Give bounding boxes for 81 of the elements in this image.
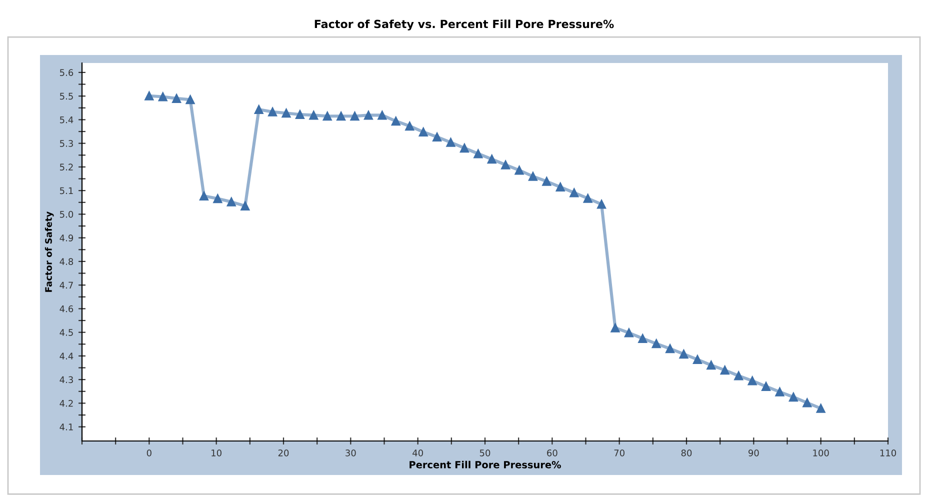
point xyxy=(309,110,318,120)
point xyxy=(748,376,757,386)
x-axis-title: Percent Fill Pore Pressure% xyxy=(410,460,561,468)
point xyxy=(652,339,661,348)
y-tick-label: 4.2 xyxy=(60,400,73,407)
y-axis-title: Factor of Safety xyxy=(44,212,54,292)
y-tick-label: 5.1 xyxy=(60,187,73,194)
point xyxy=(418,127,428,136)
point xyxy=(282,108,291,118)
point xyxy=(391,116,400,126)
point xyxy=(364,110,373,120)
point xyxy=(570,188,579,198)
point xyxy=(692,354,702,364)
x-tick-label: 0 xyxy=(146,449,152,456)
point xyxy=(432,132,442,142)
point xyxy=(378,110,387,120)
point xyxy=(144,91,154,100)
chart-title: Factor of Safety vs. Percent Fill Pore Pressure% xyxy=(314,20,614,30)
point xyxy=(583,194,592,203)
y-tick-label: 4.6 xyxy=(60,305,74,312)
point xyxy=(336,112,346,121)
y-tick-label: 5.0 xyxy=(60,210,74,218)
point xyxy=(638,334,648,343)
x-tick-label: 70 xyxy=(614,449,624,456)
point xyxy=(556,182,565,192)
point xyxy=(268,107,278,116)
point xyxy=(666,344,675,354)
point xyxy=(706,360,716,370)
point xyxy=(350,112,360,121)
point xyxy=(405,122,414,131)
y-tick-label: 5.5 xyxy=(60,92,73,100)
point xyxy=(816,404,826,413)
point xyxy=(226,197,236,206)
point xyxy=(213,194,222,204)
x-tick-label: 30 xyxy=(346,449,356,456)
point xyxy=(802,398,812,408)
point xyxy=(487,154,496,164)
point xyxy=(610,323,620,332)
x-tick-label: 80 xyxy=(681,449,692,456)
y-tick-label: 4.3 xyxy=(60,376,73,384)
y-tick-label: 4.5 xyxy=(60,329,73,336)
point xyxy=(240,201,250,210)
x-tick-label: 60 xyxy=(547,449,558,456)
y-tick-label: 4.9 xyxy=(60,234,74,242)
x-tick-label: 20 xyxy=(278,449,289,456)
point xyxy=(186,95,195,104)
y-tick-label: 5.6 xyxy=(60,69,74,76)
point xyxy=(597,200,606,209)
point xyxy=(199,191,208,201)
point xyxy=(501,160,510,170)
y-tick-label: 5.2 xyxy=(60,164,73,171)
point xyxy=(322,112,332,121)
point xyxy=(158,92,168,102)
point xyxy=(474,149,483,158)
y-tick-label: 5.4 xyxy=(60,116,74,124)
y-tick-label: 4.4 xyxy=(60,352,74,360)
y-tick-label: 4.1 xyxy=(60,424,73,430)
x-tick-label: 110 xyxy=(880,449,896,456)
point xyxy=(514,166,524,175)
point xyxy=(542,176,552,186)
y-tick-label: 4.7 xyxy=(60,282,73,289)
x-tick-label: 40 xyxy=(412,449,423,456)
point xyxy=(624,328,634,338)
x-tick-label: 50 xyxy=(480,449,490,456)
y-tick-label: 5.3 xyxy=(60,140,73,147)
x-tick-label: 10 xyxy=(212,449,222,456)
point xyxy=(788,392,798,402)
point xyxy=(446,138,456,147)
point xyxy=(720,366,730,375)
point xyxy=(734,371,744,380)
point xyxy=(679,350,688,359)
y-tick-label: 4.8 xyxy=(60,258,74,266)
point xyxy=(762,382,771,391)
point xyxy=(775,387,784,396)
x-tick-label: 100 xyxy=(813,449,829,456)
point xyxy=(254,105,264,114)
point xyxy=(295,110,304,120)
x-tick-label: 90 xyxy=(748,449,759,456)
point xyxy=(172,94,182,103)
point xyxy=(528,172,538,181)
point xyxy=(460,144,469,153)
